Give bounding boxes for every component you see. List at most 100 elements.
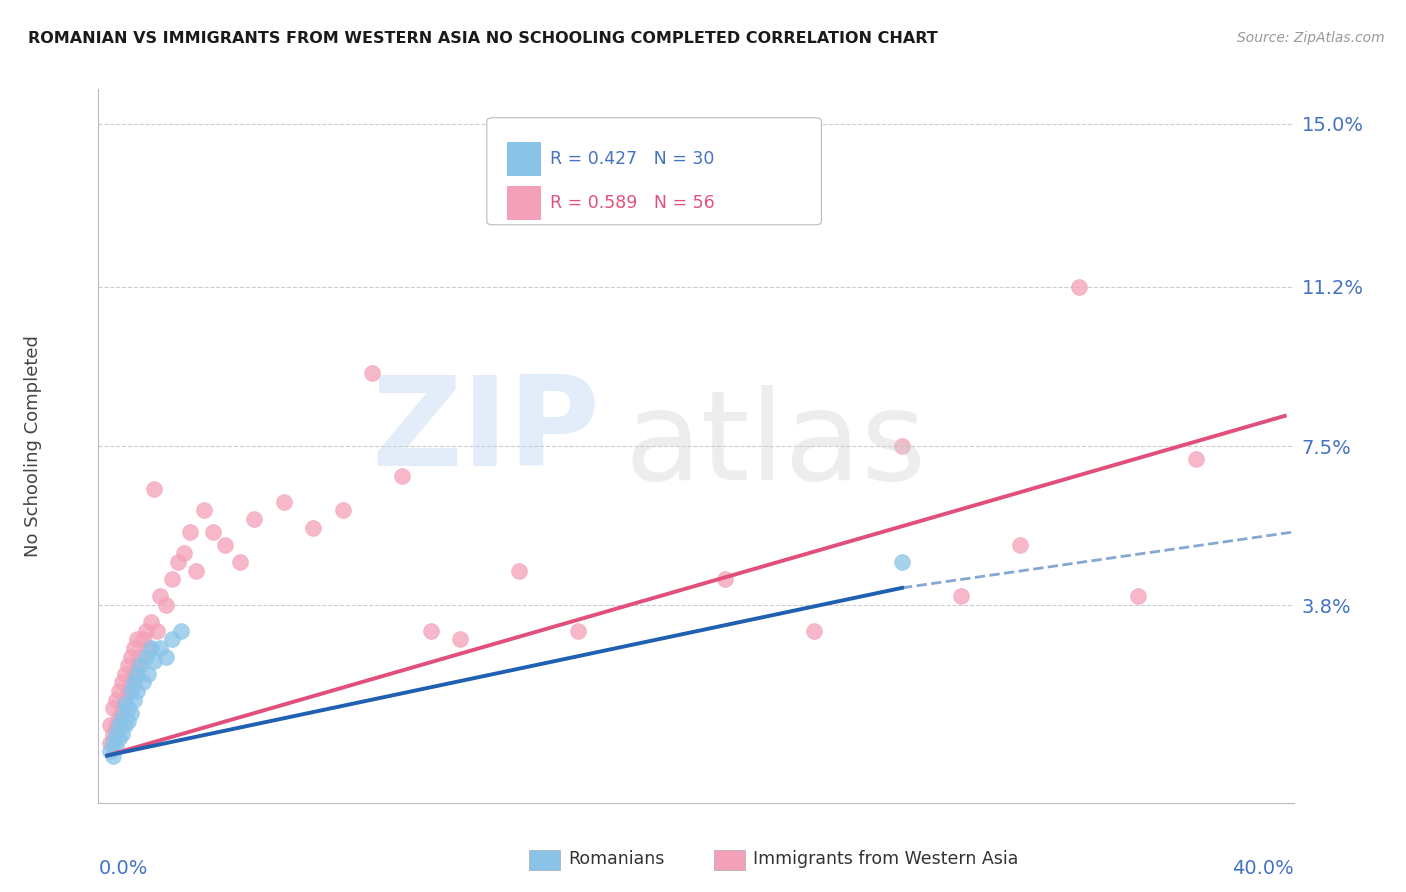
Point	[101, 701, 124, 715]
Point	[111, 710, 134, 724]
Point	[155, 649, 177, 664]
Text: ROMANIAN VS IMMIGRANTS FROM WESTERN ASIA NO SCHOOLING COMPLETED CORRELATION CHAR: ROMANIAN VS IMMIGRANTS FROM WESTERN ASIA…	[28, 31, 938, 46]
Point	[141, 641, 163, 656]
Bar	[714, 850, 745, 870]
Point	[101, 727, 124, 741]
Point	[122, 641, 145, 656]
Point	[332, 503, 354, 517]
Bar	[529, 850, 560, 870]
Point	[108, 718, 131, 732]
Point	[138, 641, 160, 656]
Point	[160, 572, 183, 586]
Point	[108, 731, 131, 746]
Point	[114, 666, 136, 681]
Point	[155, 598, 177, 612]
Point	[117, 658, 139, 673]
Point	[243, 512, 266, 526]
Point	[128, 649, 150, 664]
Text: Romanians: Romanians	[568, 850, 665, 868]
Point	[184, 564, 207, 578]
Point	[114, 692, 136, 706]
Point	[508, 564, 530, 578]
Point	[122, 675, 145, 690]
Point	[134, 624, 156, 638]
Point	[891, 439, 914, 453]
Point	[143, 654, 166, 668]
Point	[122, 692, 145, 706]
Text: R = 0.589   N = 56: R = 0.589 N = 56	[550, 194, 714, 212]
Text: 0.0%: 0.0%	[98, 859, 148, 878]
Point	[111, 675, 134, 690]
Point	[160, 632, 183, 647]
Text: Source: ZipAtlas.com: Source: ZipAtlas.com	[1237, 31, 1385, 45]
Point	[1126, 590, 1149, 604]
Point	[567, 624, 589, 638]
Point	[120, 706, 142, 720]
Point	[101, 736, 124, 750]
Text: No Schooling Completed: No Schooling Completed	[24, 335, 42, 557]
Point	[117, 684, 139, 698]
Point	[193, 503, 215, 517]
Point	[361, 366, 384, 380]
Text: 40.0%: 40.0%	[1232, 859, 1294, 878]
Point	[105, 739, 128, 754]
Point	[450, 632, 472, 647]
Point	[949, 590, 972, 604]
Point	[149, 590, 172, 604]
Point	[105, 727, 128, 741]
Point	[111, 701, 134, 715]
Point	[891, 555, 914, 569]
Point	[105, 718, 128, 732]
Point	[125, 658, 148, 673]
Point	[128, 658, 150, 673]
Text: atlas: atlas	[624, 385, 927, 507]
Point	[108, 684, 131, 698]
Point	[131, 675, 153, 690]
Point	[138, 666, 160, 681]
FancyBboxPatch shape	[486, 118, 821, 225]
Point	[98, 718, 121, 732]
Text: Immigrants from Western Asia: Immigrants from Western Asia	[754, 850, 1019, 868]
Point	[149, 641, 172, 656]
Point	[111, 727, 134, 741]
Point	[1185, 451, 1208, 466]
Point	[803, 624, 825, 638]
Text: ZIP: ZIP	[371, 371, 600, 492]
Point	[105, 692, 128, 706]
Point	[1067, 280, 1090, 294]
Point	[117, 714, 139, 728]
Point	[125, 632, 148, 647]
Point	[179, 524, 201, 539]
Point	[273, 495, 295, 509]
Point	[117, 701, 139, 715]
Point	[131, 632, 153, 647]
Point	[228, 555, 250, 569]
Point	[108, 710, 131, 724]
Point	[173, 546, 195, 560]
Point	[391, 469, 413, 483]
Point	[170, 624, 193, 638]
Point	[214, 538, 236, 552]
Point	[134, 649, 156, 664]
Text: R = 0.427   N = 30: R = 0.427 N = 30	[550, 150, 714, 169]
Bar	[508, 142, 541, 177]
Point	[120, 649, 142, 664]
Point	[101, 748, 124, 763]
Point	[125, 666, 148, 681]
Point	[302, 521, 325, 535]
Point	[714, 572, 737, 586]
Point	[122, 666, 145, 681]
Point	[143, 482, 166, 496]
Point	[98, 744, 121, 758]
Point	[167, 555, 190, 569]
Point	[1008, 538, 1031, 552]
Point	[98, 736, 121, 750]
Point	[125, 684, 148, 698]
Point	[420, 624, 443, 638]
Point	[146, 624, 169, 638]
Point	[120, 675, 142, 690]
Point	[141, 615, 163, 630]
Point	[120, 684, 142, 698]
Point	[202, 524, 225, 539]
Bar	[508, 186, 541, 220]
